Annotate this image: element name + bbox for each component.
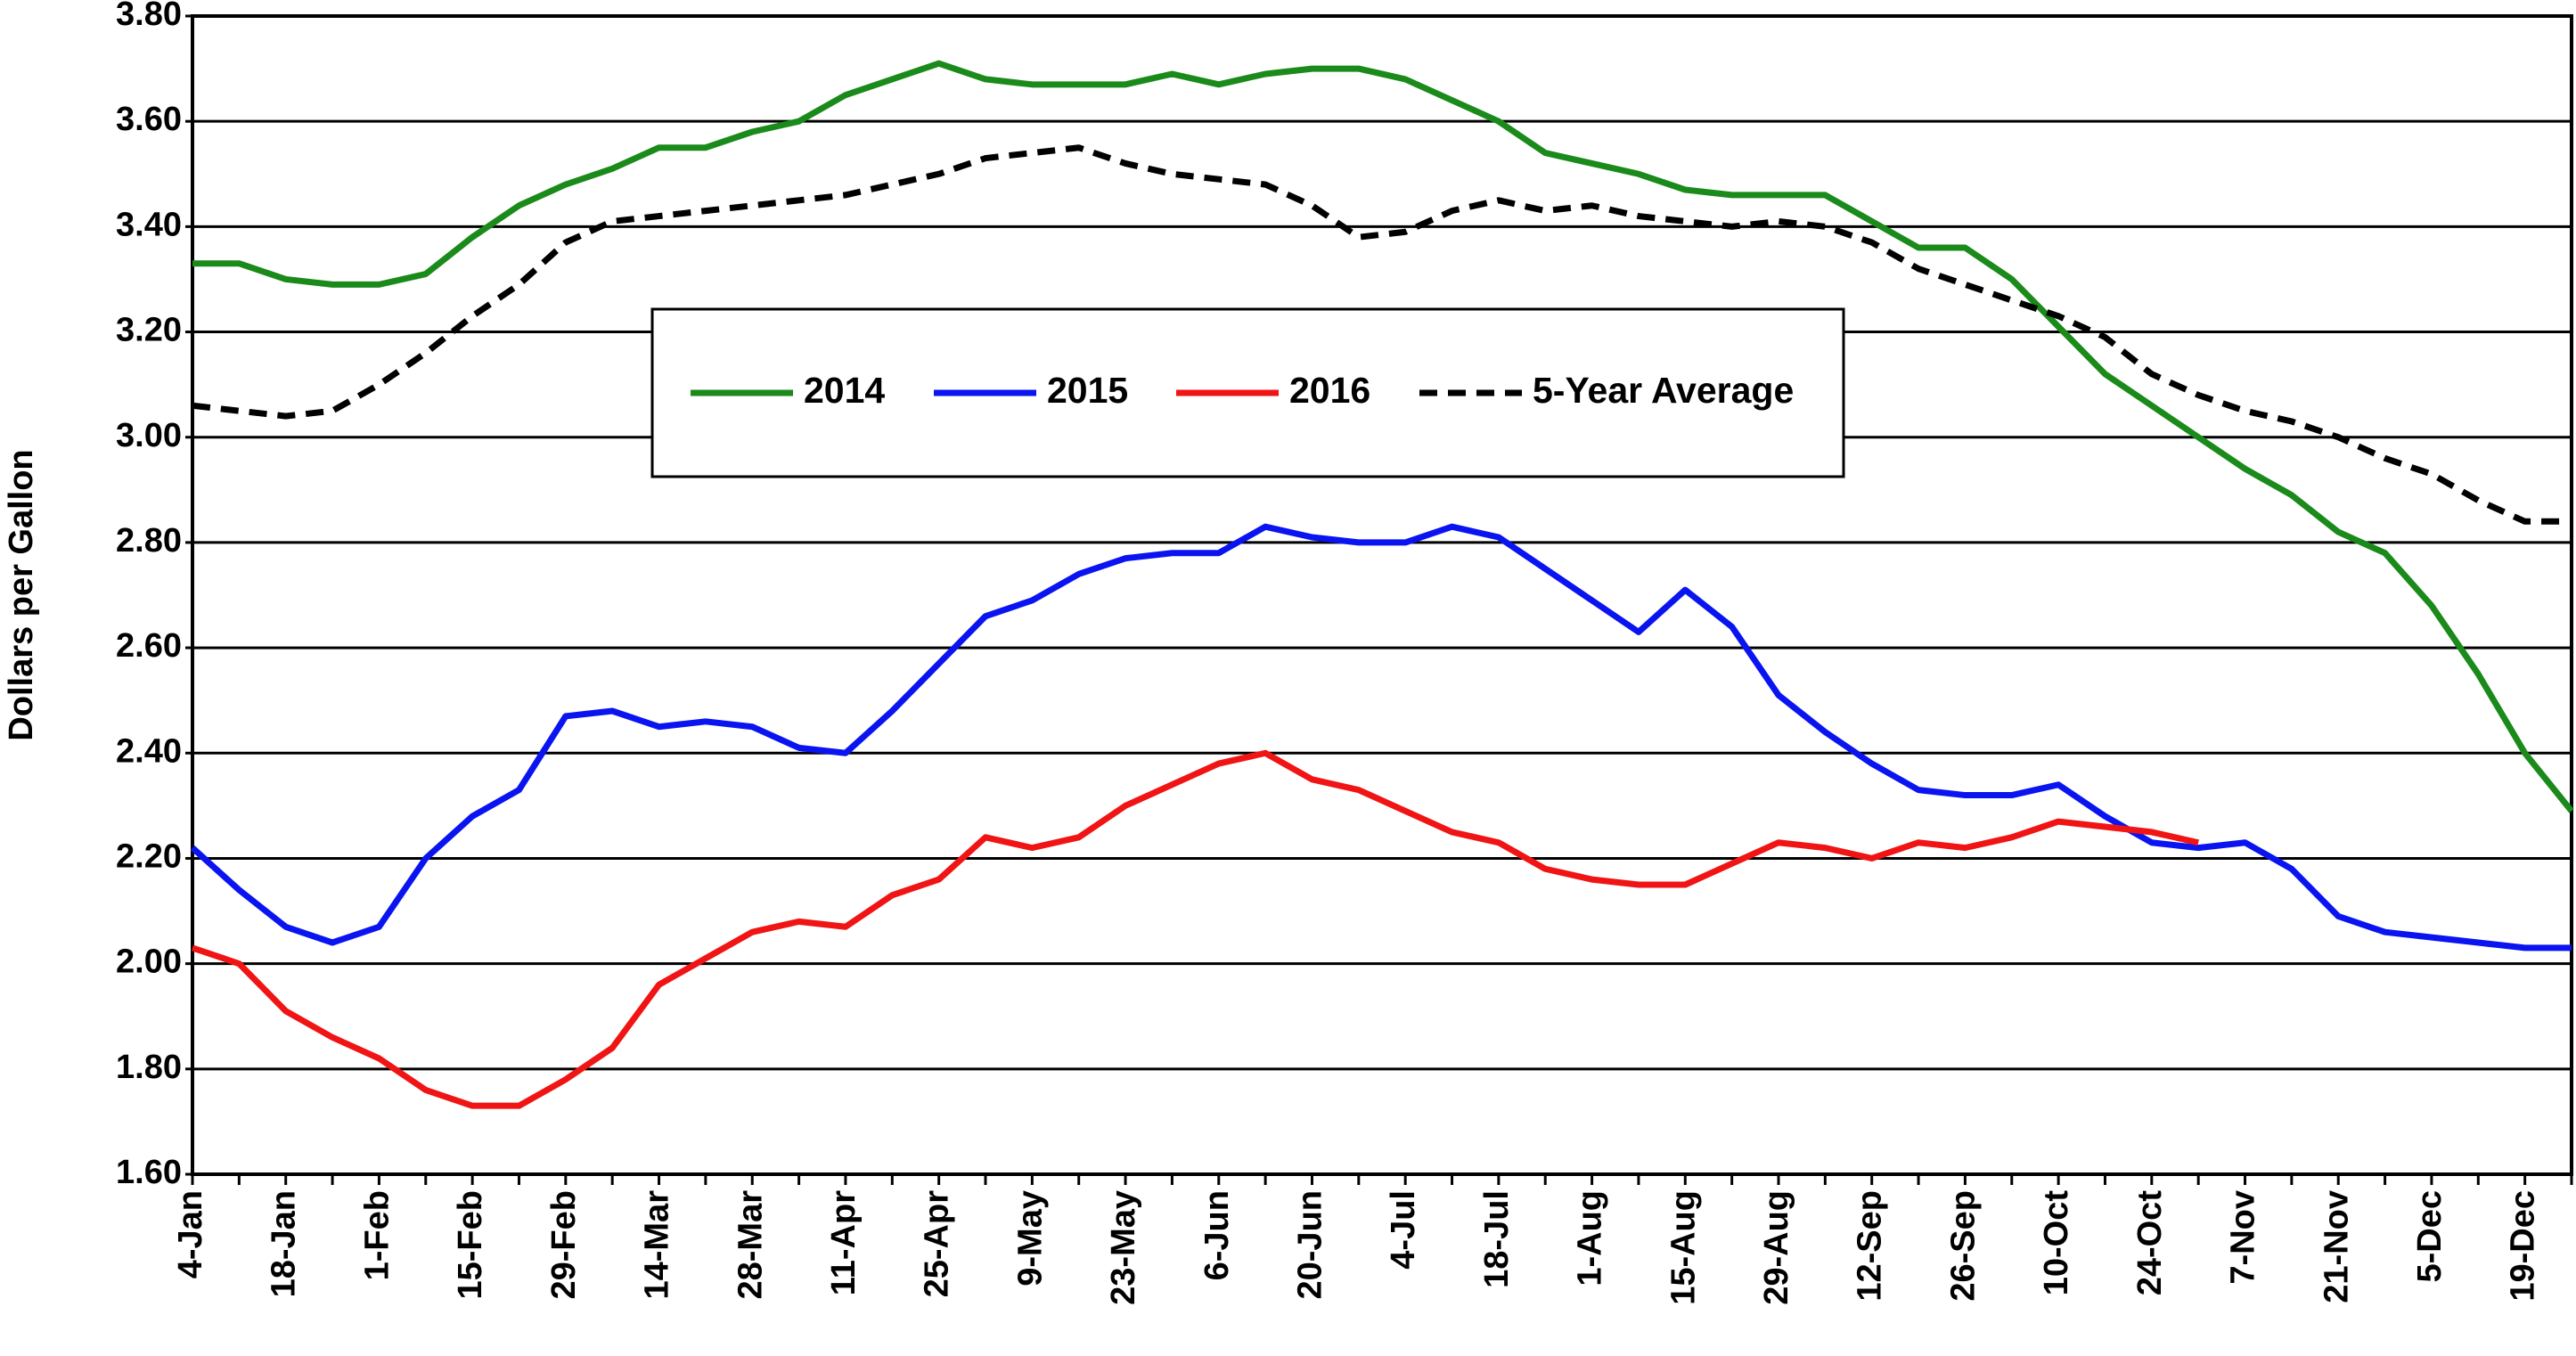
x-tick-label: 26-Sep xyxy=(1944,1190,1982,1302)
y-tick-label: 3.20 xyxy=(116,312,182,349)
legend: 2014 2015 2016 5-Year Average xyxy=(650,307,1845,478)
x-tick-label: 29-Feb xyxy=(545,1190,583,1299)
series-line xyxy=(192,144,2572,525)
x-tick-label: 9-May xyxy=(1011,1190,1049,1287)
y-tick-label: 3.60 xyxy=(116,101,182,138)
x-tick-label: 1-Feb xyxy=(358,1190,396,1280)
y-axis-label: Dollars per Gallon xyxy=(3,449,40,740)
x-tick-label: 12-Sep xyxy=(1852,1190,1889,1302)
x-tick-label: 24-Oct xyxy=(2131,1190,2169,1296)
legend-text: 2016 xyxy=(1289,370,1370,411)
x-tick-label: 23-May xyxy=(1105,1190,1142,1305)
x-tick-label: 4-Jan xyxy=(172,1190,209,1278)
x-tick-label: 25-Apr xyxy=(919,1190,956,1298)
x-tick-label: 7-Nov xyxy=(2225,1190,2262,1285)
x-tick-label: 20-Jun xyxy=(1292,1190,1329,1299)
y-tick-label: 1.80 xyxy=(116,1049,182,1086)
y-tick-label: 2.80 xyxy=(116,522,182,560)
legend-text: 5-Year Average xyxy=(1533,370,1794,411)
y-tick-label: 2.60 xyxy=(116,627,182,665)
x-tick-label: 11-Apr xyxy=(825,1190,863,1295)
y-tick-label: 3.00 xyxy=(116,417,182,454)
x-tick-label: 1-Aug xyxy=(1572,1190,1609,1287)
y-tick-label: 2.40 xyxy=(116,732,182,770)
y-tick-label: 3.80 xyxy=(116,0,182,33)
x-tick-label: 15-Feb xyxy=(452,1190,489,1299)
x-tick-label: 28-Mar xyxy=(732,1190,769,1300)
series-line xyxy=(191,749,2199,1109)
x-tick-label: 15-Aug xyxy=(1664,1190,1702,1305)
x-tick-label: 4-Jul xyxy=(1385,1190,1422,1270)
series-line xyxy=(190,523,2572,952)
legend-text: 2014 xyxy=(804,370,885,411)
plot-frame xyxy=(191,14,2573,1176)
legend-text: 2015 xyxy=(1047,370,1128,411)
x-tick-label: 19-Dec xyxy=(2505,1190,2542,1302)
x-tick-label: 10-Oct xyxy=(2038,1190,2075,1296)
y-tick-label: 1.60 xyxy=(116,1154,182,1191)
series-line xyxy=(192,60,2574,813)
y-tick-label: 3.40 xyxy=(116,206,182,243)
x-tick-label: 21-Nov xyxy=(2318,1190,2355,1303)
y-tick-label: 2.00 xyxy=(116,943,182,981)
x-tick-label: 5-Dec xyxy=(2411,1190,2449,1283)
x-tick-label: 6-Jun xyxy=(1198,1190,1236,1280)
y-tick-label: 2.20 xyxy=(116,837,182,875)
x-tick-label: 18-Jul xyxy=(1478,1190,1516,1288)
x-tick-label: 18-Jan xyxy=(266,1190,303,1297)
x-tick-label: 14-Mar xyxy=(639,1190,676,1300)
x-tick-label: 29-Aug xyxy=(1758,1190,1795,1305)
